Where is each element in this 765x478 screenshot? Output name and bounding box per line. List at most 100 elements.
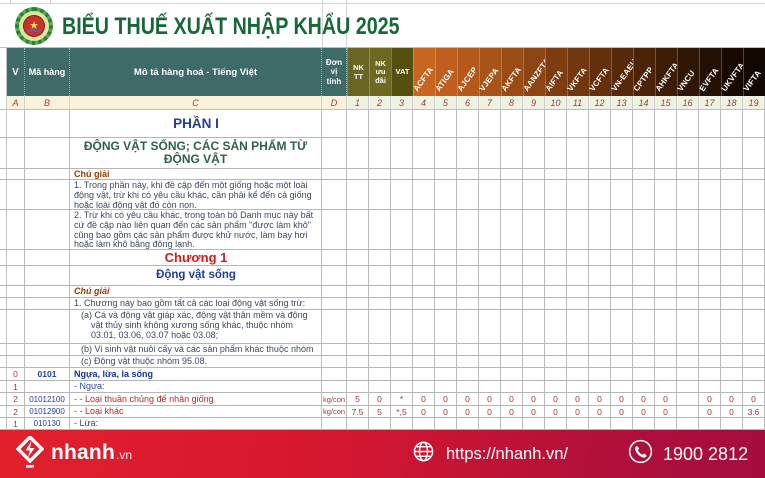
- cell-rate-13: [611, 266, 633, 285]
- cell-rate-9: [523, 110, 545, 137]
- cell-rate-4: [413, 110, 435, 137]
- cell-rate-5: [435, 298, 457, 309]
- cell-rate-5: [435, 138, 457, 168]
- cell-rate-2: [369, 266, 391, 285]
- cell-rate-18: [721, 250, 743, 265]
- page-title: BIỂU THUẾ XUẤT NHẬP KHẨU 2025: [62, 13, 400, 40]
- cell-rate-3: [391, 169, 413, 179]
- cell-rate-13: 0: [611, 393, 633, 405]
- cell-rate-6: [457, 368, 479, 380]
- column-header-label: NK TT: [353, 62, 364, 81]
- nhanh-brand: nhanh .vn: [16, 436, 132, 470]
- cell-rate-6: [457, 110, 479, 137]
- cell-rate-4: 0: [413, 393, 435, 405]
- website-link[interactable]: https://nhanh.vn/: [446, 444, 569, 463]
- cell-rate-13: [611, 356, 633, 367]
- cell-unit: [322, 180, 347, 209]
- cell-rate-6: [457, 266, 479, 285]
- index-number-14: 14: [633, 96, 655, 109]
- cell-rate-12: [589, 310, 611, 343]
- cell-rate-19: [743, 381, 765, 392]
- cell-rate-16: [677, 286, 699, 297]
- sheet-top-gridline: [0, 0, 765, 4]
- cell-rate-19: [743, 344, 765, 355]
- cell-rate-17: [699, 286, 721, 297]
- cell-unit: [322, 356, 347, 367]
- cell-rate-6: [457, 286, 479, 297]
- cell-rate-1: [347, 138, 369, 168]
- cell-rate-5: [435, 266, 457, 285]
- cell-rate-6: 0: [457, 406, 479, 417]
- table-row: 2. Trừ khi có yêu cầu khác, trong toàn b…: [0, 210, 765, 250]
- cell-rate-1: [347, 210, 369, 249]
- index-margin-cell: [0, 96, 7, 109]
- cell-rate-10: [545, 138, 567, 168]
- cell-v: 2: [7, 406, 25, 417]
- cell-rate-6: [457, 381, 479, 392]
- cell-rate-18: [721, 210, 743, 249]
- cell-rate-8: 0: [501, 393, 523, 405]
- cell-rate-16: [677, 344, 699, 355]
- cell-rate-11: [567, 286, 589, 297]
- cell-unit: [322, 310, 347, 343]
- table-row: 1 - Ngựa:: [0, 381, 765, 393]
- cell-rate-11: 0: [567, 406, 589, 417]
- cell-rate-18: [721, 286, 743, 297]
- cell-rate-3: [391, 138, 413, 168]
- cell-rate-15: [655, 250, 677, 265]
- index-number-10: 10: [545, 96, 567, 109]
- cell-rate-8: [501, 344, 523, 355]
- cell-rate-2: [369, 298, 391, 309]
- cell-description: 2. Trừ khi có yêu cầu khác, trong toàn b…: [70, 210, 322, 249]
- cell-rate-3: [391, 344, 413, 355]
- cell-rate-4: [413, 418, 435, 429]
- cell-rate-12: [589, 286, 611, 297]
- table-row: 2 01012900- - Loại khác kg/con 7.5 5 *,5 0 0 0 0 0…: [0, 406, 765, 418]
- index-number-8: 8: [501, 96, 523, 109]
- cell-rate-13: [611, 286, 633, 297]
- cell-code: [25, 180, 70, 209]
- cell-rate-1: [347, 381, 369, 392]
- cell-rate-11: [567, 344, 589, 355]
- cell-rate-7: [479, 138, 501, 168]
- cell-rate-5: [435, 368, 457, 380]
- cell-rate-4: [413, 138, 435, 168]
- cell-rate-11: [567, 310, 589, 343]
- cell-rate-1: [347, 310, 369, 343]
- cell-rate-12: [589, 250, 611, 265]
- cell-unit: kg/con: [322, 393, 347, 405]
- customs-badge-logo-icon: ★: [15, 7, 53, 45]
- cell-v: [7, 344, 25, 355]
- cell-rate-4: 0: [413, 406, 435, 417]
- index-number-15: 15: [655, 96, 677, 109]
- cell-rate-7: [479, 418, 501, 429]
- cell-rate-15: 0: [655, 406, 677, 417]
- cell-rate-8: [501, 310, 523, 343]
- cell-rate-1: [347, 169, 369, 179]
- cell-rate-15: [655, 110, 677, 137]
- index-number-4: 4: [413, 96, 435, 109]
- cell-v: [7, 356, 25, 367]
- cell-rate-15: [655, 138, 677, 168]
- cell-rate-2: [369, 138, 391, 168]
- cell-rate-8: [501, 368, 523, 380]
- footer-phone-group: 1900 2812: [628, 430, 748, 478]
- cell-rate-1: [347, 368, 369, 380]
- table-row: 2 01012100- - Loại thuần chủng để nhân gi…: [0, 393, 765, 406]
- cell-rate-14: [633, 169, 655, 179]
- cell-rate-6: [457, 310, 479, 343]
- cell-rate-13: [611, 368, 633, 380]
- cell-rate-10: 0: [545, 406, 567, 417]
- cell-rate-6: [457, 356, 479, 367]
- cell-rate-5: [435, 344, 457, 355]
- phone-icon: [628, 439, 653, 469]
- phone-number[interactable]: 1900 2812: [663, 443, 749, 464]
- column-header-label: VAT: [395, 67, 410, 77]
- index-letter-A: A: [7, 96, 25, 109]
- cell-rate-19: [743, 180, 765, 209]
- index-letter-B: B: [25, 96, 70, 109]
- cell-rate-3: *,5: [391, 406, 413, 417]
- cell-rate-17: [699, 356, 721, 367]
- cell-rate-17: [699, 250, 721, 265]
- cell-code: 01012100: [25, 393, 70, 405]
